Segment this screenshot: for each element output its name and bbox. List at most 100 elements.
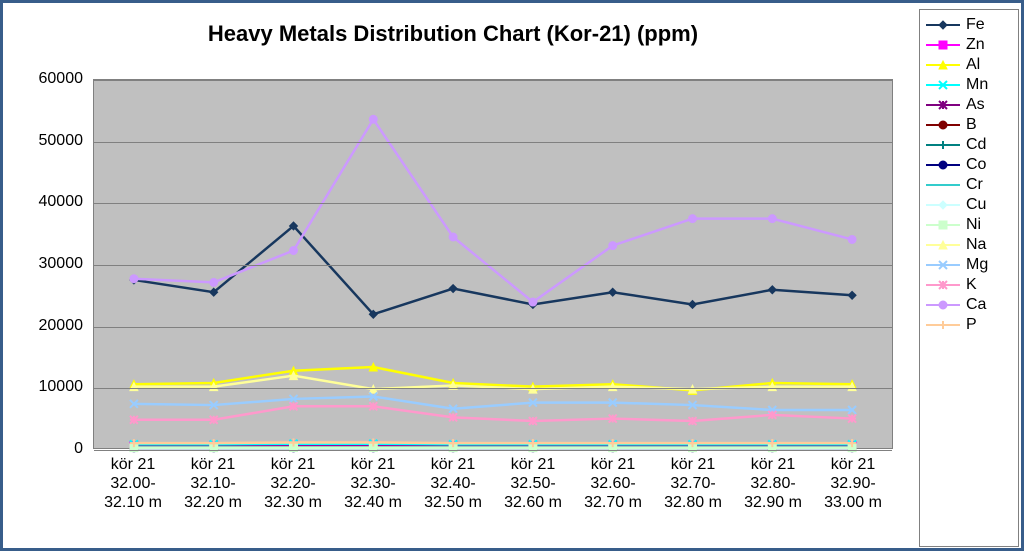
series-marker [689,301,697,309]
legend-swatch [926,44,960,46]
y-tick-label: 30000 [23,255,83,273]
gridline [94,80,892,81]
legend-label: Ca [966,296,986,314]
legend-swatch [926,244,960,246]
legend-item-k: K [926,276,1012,294]
gridline [94,203,892,204]
series-marker [609,288,617,296]
diamond-icon [937,199,949,211]
legend-item-cd: Cd [926,136,1012,154]
series-marker [130,416,138,424]
circle-icon [937,159,949,171]
legend-item-ca: Ca [926,296,1012,314]
y-tick-label: 50000 [23,132,83,150]
star-icon [937,279,949,291]
legend-item-ni: Ni [926,216,1012,234]
gridline [94,450,892,451]
dash-icon [937,179,949,191]
plot-area [93,79,893,449]
legend-label: Mn [966,76,988,94]
legend-label: Mg [966,256,988,274]
series-line-mg [134,396,852,409]
x-icon [937,79,949,91]
series-marker [768,215,776,223]
legend-swatch [926,164,960,166]
series-marker [609,242,617,250]
legend-label: Na [966,236,986,254]
series-marker [529,417,537,425]
legend-swatch [926,224,960,226]
legend-swatch [926,304,960,306]
legend-label: Al [966,56,980,74]
legend-swatch [926,204,960,206]
y-tick-label: 20000 [23,317,83,335]
legend-swatch [926,184,960,186]
legend-item-cu: Cu [926,196,1012,214]
square-icon [937,219,949,231]
series-marker [449,285,457,293]
star-icon [937,99,949,111]
legend-label: Cd [966,136,986,154]
series-marker [449,233,457,241]
x-tick-label: kör 2132.30-32.40 m [331,455,415,513]
series-marker [210,416,218,424]
series-marker [290,402,298,410]
chart-title: Heavy Metals Distribution Chart (Kor-21)… [3,21,903,47]
legend-swatch [926,264,960,266]
series-marker [609,415,617,423]
legend-label: Fe [966,16,985,34]
legend-item-mn: Mn [926,76,1012,94]
series-marker [369,402,377,410]
series-marker [290,247,298,255]
chart-container: Heavy Metals Distribution Chart (Kor-21)… [0,0,1024,551]
legend-swatch [926,324,960,326]
plus-icon [937,139,949,151]
triangle-icon [937,239,949,251]
x-tick-label: kör 2132.00-32.10 m [91,455,175,513]
x-tick-label: kör 2132.10-32.20 m [171,455,255,513]
gridline [94,142,892,143]
plus-icon [937,319,949,331]
legend-label: P [966,316,977,334]
legend-item-zn: Zn [926,36,1012,54]
square-icon [937,39,949,51]
series-marker [848,415,856,423]
series-line-p [134,442,852,443]
series-marker [848,235,856,243]
y-tick-label: 60000 [23,70,83,88]
series-marker [768,286,776,294]
legend-item-fe: Fe [926,16,1012,34]
x-tick-label: kör 2132.20-32.30 m [251,455,335,513]
diamond-icon [937,19,949,31]
legend-swatch [926,64,960,66]
circle-icon [937,119,949,131]
legend-item-co: Co [926,156,1012,174]
legend-item-al: Al [926,56,1012,74]
series-marker [369,115,377,123]
series-marker [449,413,457,421]
legend-label: Ni [966,216,981,234]
legend-label: As [966,96,985,114]
x-tick-label: kör 2132.50-32.60 m [491,455,575,513]
y-tick-label: 0 [23,440,83,458]
series-marker [689,417,697,425]
series-marker [768,411,776,419]
triangle-icon [937,59,949,71]
x-icon [937,259,949,271]
legend-label: Cu [966,196,986,214]
legend-label: Zn [966,36,985,54]
legend-swatch [926,124,960,126]
legend-swatch [926,144,960,146]
legend-swatch [926,84,960,86]
y-tick-label: 40000 [23,193,83,211]
legend-item-as: As [926,96,1012,114]
legend: FeZnAlMnAsBCdCoCrCuNiNaMgKCaP [919,9,1019,547]
y-tick-label: 10000 [23,378,83,396]
circle-icon [937,299,949,311]
legend-item-mg: Mg [926,256,1012,274]
legend-item-cr: Cr [926,176,1012,194]
x-tick-label: kör 2132.40-32.50 m [411,455,495,513]
x-tick-label: kör 2132.60-32.70 m [571,455,655,513]
legend-item-na: Na [926,236,1012,254]
legend-label: K [966,276,977,294]
